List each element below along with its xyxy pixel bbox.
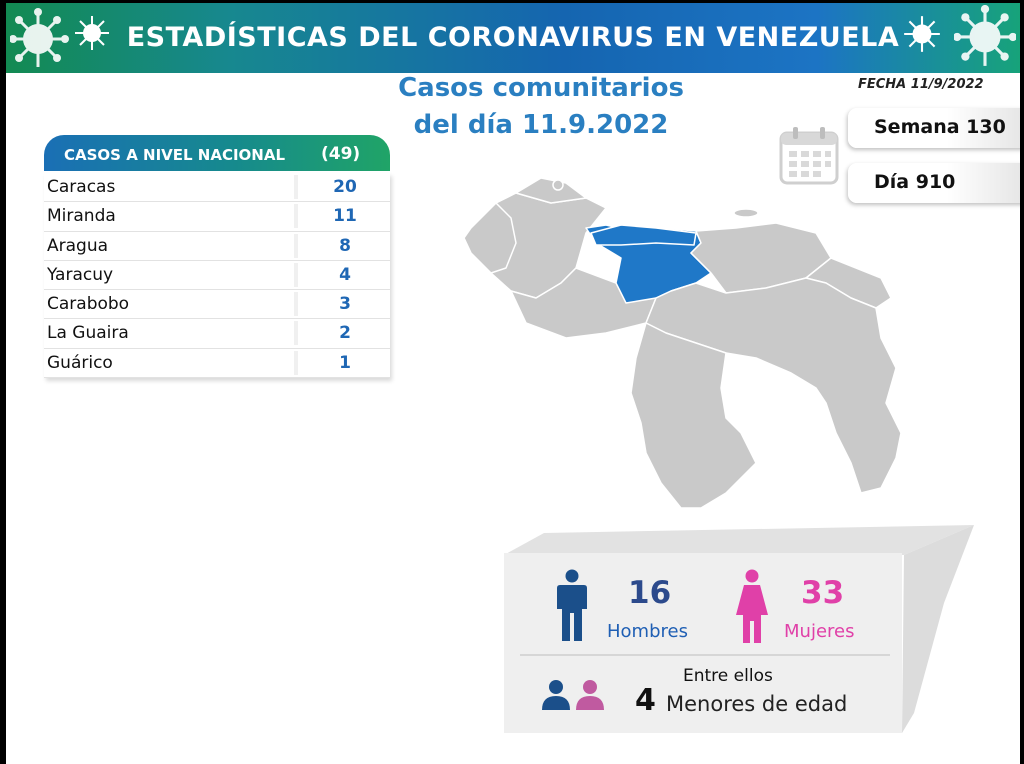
- table-row: Guárico 1: [44, 349, 390, 379]
- cell-separator: [294, 321, 298, 346]
- subtitle-line-1: Casos comunitarios: [398, 73, 684, 103]
- minors-count: 4: [635, 683, 656, 718]
- women-count: 33: [801, 575, 845, 611]
- table-row: Carabobo 3: [44, 290, 390, 320]
- women-label: Mujeres: [784, 621, 855, 642]
- gender-panel: 16 Hombres 33 Mujeres Entre ellos 4 Meno…: [504, 523, 978, 735]
- page-title: ESTADÍSTICAS DEL CORONAVIRUS EN VENEZUEL…: [126, 22, 900, 53]
- man-icon: [557, 569, 587, 641]
- cell-separator: [294, 292, 298, 317]
- subtitle-line-2: del día 11.9.2022: [413, 110, 669, 140]
- case-count: 1: [339, 352, 351, 373]
- state-name: Aragua: [47, 235, 109, 256]
- week-badge: Semana 130: [848, 108, 1020, 148]
- region-bolivar: [645, 277, 902, 494]
- virus-icon: [10, 8, 69, 67]
- venezuela-map: [463, 177, 902, 509]
- region-zulia: [463, 202, 517, 274]
- men-count: 16: [628, 575, 672, 611]
- state-name: Caracas: [47, 177, 116, 197]
- woman-icon: [736, 569, 768, 643]
- cell-separator: [294, 350, 298, 375]
- table-row: Caracas 20: [44, 173, 390, 203]
- child-icon: [542, 680, 570, 710]
- subtitle: Casos comunitarios del día 11.9.2022: [376, 70, 706, 144]
- week-label: Semana 130: [874, 116, 1006, 138]
- cell-separator: [294, 204, 298, 229]
- virus-icon: [954, 5, 1016, 66]
- virus-icon: [904, 16, 940, 52]
- state-name: Guárico: [47, 352, 113, 373]
- day-label: Día 910: [874, 171, 956, 193]
- case-count: 4: [339, 264, 351, 285]
- table-total: (49): [321, 144, 361, 164]
- divider: [520, 654, 890, 656]
- men-label: Hombres: [607, 621, 688, 642]
- table-row: Miranda 11: [44, 202, 390, 232]
- cell-separator: [294, 175, 298, 199]
- child-icon: [576, 680, 604, 710]
- case-count: 3: [339, 294, 351, 315]
- table-row: La Guaira 2: [44, 319, 390, 349]
- day-badge: Día 910: [848, 163, 1020, 203]
- table-heading: CASOS A NIVEL NACIONAL: [64, 146, 286, 164]
- region-amazonas: [630, 322, 757, 509]
- table-row: Aragua 8: [44, 232, 390, 261]
- state-name: Yaracuy: [47, 264, 114, 285]
- case-count: 2: [339, 323, 351, 344]
- table-row: Yaracuy 4: [44, 261, 390, 291]
- state-name: La Guaira: [47, 323, 129, 344]
- date-label: FECHA 11/9/2022: [858, 77, 984, 92]
- state-name: Carabobo: [47, 294, 130, 315]
- region-falcon: [515, 177, 587, 204]
- panel-decoration: [504, 525, 974, 733]
- cell-separator: [294, 233, 298, 258]
- calendar-icon: [779, 127, 839, 185]
- header-banner: ESTADÍSTICAS DEL CORONAVIRUS EN VENEZUEL…: [6, 3, 1020, 73]
- infographic: ESTADÍSTICAS DEL CORONAVIRUS EN VENEZUEL…: [6, 3, 1020, 764]
- table-header: CASOS A NIVEL NACIONAL (49): [44, 135, 390, 171]
- state-name: Miranda: [47, 206, 116, 227]
- virus-icon: [75, 16, 109, 50]
- gender-card: 16 Hombres 33 Mujeres Entre ellos 4 Meno…: [504, 553, 902, 733]
- cell-separator: [294, 262, 298, 287]
- case-count: 11: [333, 206, 357, 227]
- minors-label: Menores de edad: [666, 692, 848, 716]
- case-count: 20: [333, 177, 357, 197]
- cases-table: Caracas 20 Miranda 11 Aragua 8 Yaracuy 4 Carabob…: [44, 173, 390, 379]
- case-count: 8: [339, 235, 351, 256]
- among-label: Entre ellos: [683, 666, 773, 686]
